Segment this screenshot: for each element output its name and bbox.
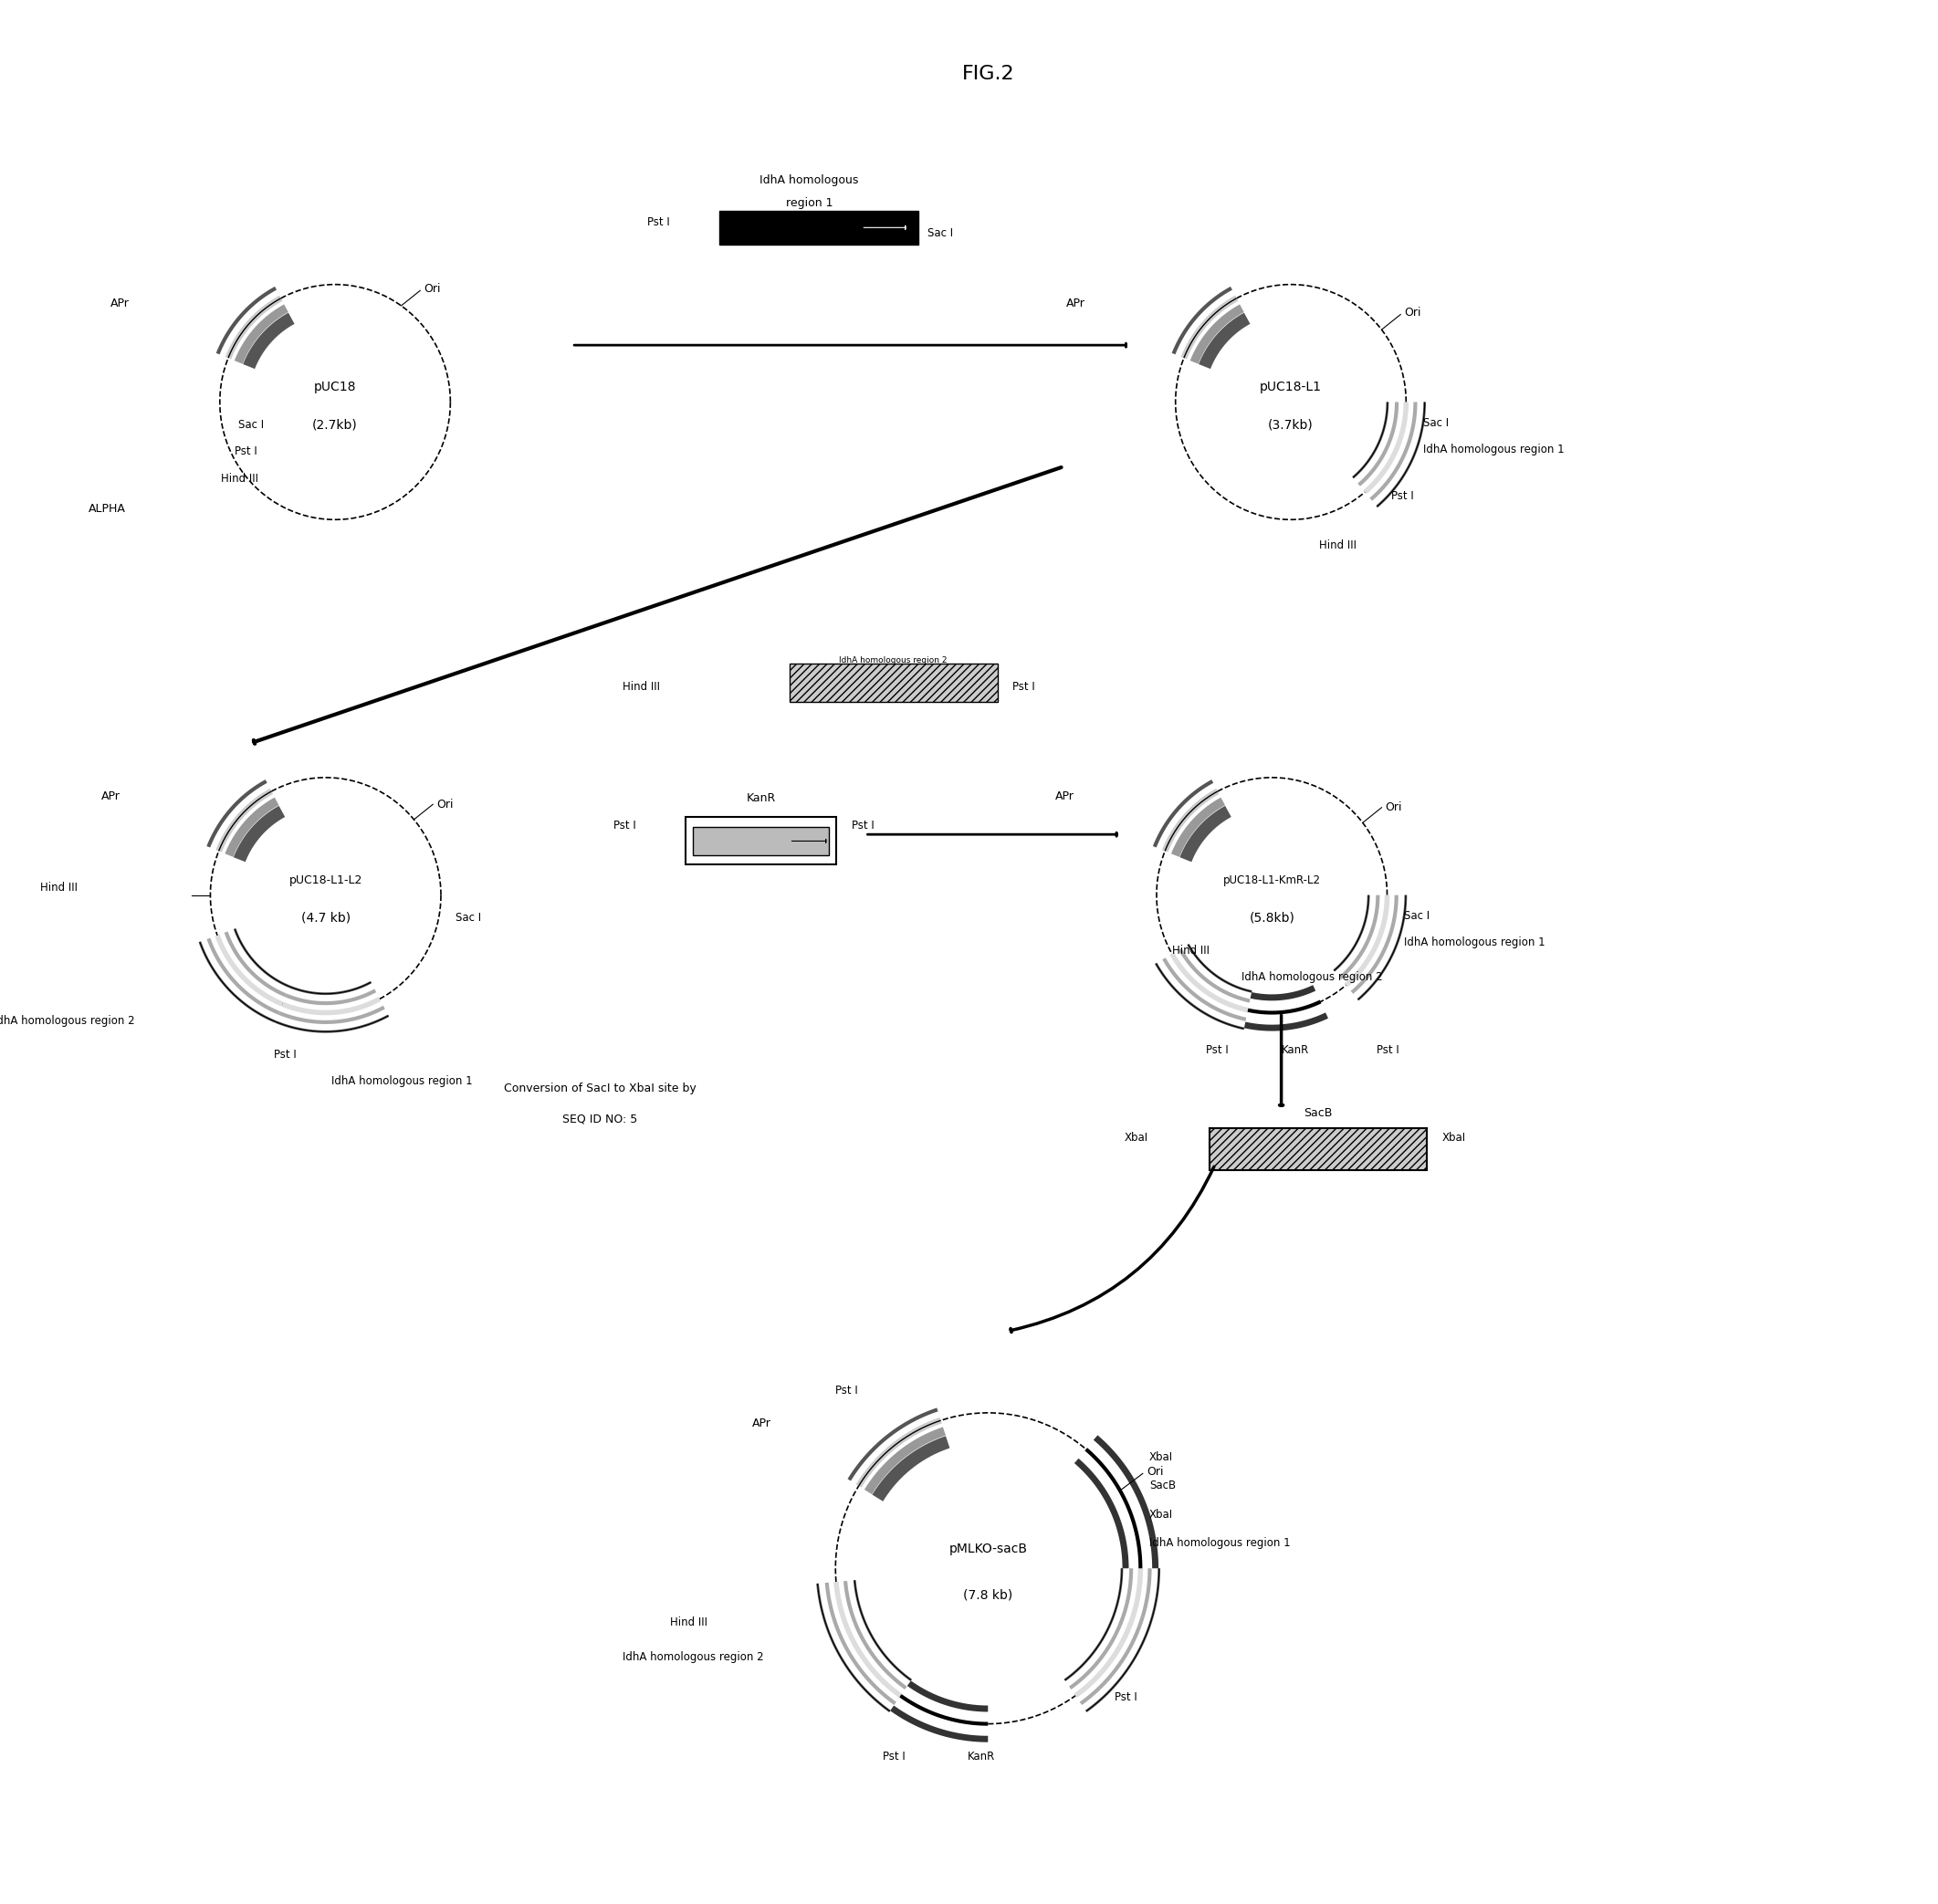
Bar [719,211,919,244]
Text: XbaI: XbaI [1149,1508,1172,1519]
Text: pUC18-L1-L2: pUC18-L1-L2 [289,874,362,885]
Text: Pst I: Pst I [234,446,258,457]
Text: Hind III: Hind III [221,472,258,484]
Bar [789,664,998,703]
Text: IdhA homologous: IdhA homologous [760,175,859,187]
Text: XbaI: XbaI [1124,1131,1147,1144]
Bar [1209,1129,1426,1171]
Text: Pst I: Pst I [1114,1691,1138,1704]
Text: (3.7kb): (3.7kb) [1267,419,1314,430]
Text: SacB: SacB [1304,1108,1333,1120]
Text: (5.8kb): (5.8kb) [1250,912,1295,923]
Text: Pst I: Pst I [647,215,671,228]
Text: APr: APr [1054,790,1074,803]
Text: KanR: KanR [746,792,775,803]
Text: APr: APr [752,1417,771,1430]
Text: Pst I: Pst I [851,821,874,832]
Text: Ori: Ori [424,282,440,295]
Text: Ori: Ori [1386,802,1403,813]
Text: IdhA homologous region 2: IdhA homologous region 2 [839,655,948,664]
Text: Pst I: Pst I [275,1049,297,1061]
Text: Ori: Ori [1405,307,1421,318]
Text: APr: APr [101,790,120,803]
Text: Pst I: Pst I [882,1750,905,1763]
Text: Hind III: Hind III [1320,539,1357,550]
Text: APr: APr [110,297,130,310]
Text: Hind III: Hind III [671,1616,707,1628]
Text: Hind III: Hind III [41,882,78,893]
Text: (4.7 kb): (4.7 kb) [300,912,351,923]
Text: ALPHA: ALPHA [89,503,126,514]
Text: Sac I: Sac I [1422,417,1450,428]
Text: XbaI: XbaI [1442,1131,1465,1144]
Text: Hind III: Hind III [1172,944,1209,956]
Text: APr: APr [1066,297,1085,310]
Text: KanR: KanR [1281,1043,1310,1057]
Text: region 1: region 1 [785,196,833,209]
Text: SEQ ID NO: 5: SEQ ID NO: 5 [562,1114,638,1125]
Text: pUC18: pUC18 [314,381,357,394]
Text: Pst I: Pst I [1391,489,1415,503]
Text: IdhA homologous region 1: IdhA homologous region 1 [1149,1537,1291,1548]
Text: IdhA homologous region 1: IdhA homologous region 1 [1405,937,1545,948]
Bar [686,817,837,864]
Text: Conversion of SacI to XbaI site by: Conversion of SacI to XbaI site by [504,1083,696,1095]
Text: FIG.2: FIG.2 [961,65,1014,82]
Text: IdhA homologous region 1: IdhA homologous region 1 [1422,444,1564,455]
Text: pMLKO-sacB: pMLKO-sacB [950,1542,1027,1556]
Text: Pst I: Pst I [1205,1043,1229,1057]
Text: IdhA homologous region 2: IdhA homologous region 2 [622,1651,764,1662]
Text: (7.8 kb): (7.8 kb) [963,1588,1014,1601]
Text: IdhA homologous region 2: IdhA homologous region 2 [0,1015,136,1026]
Text: Sac I: Sac I [928,227,953,240]
Text: pUC18-L1-KmR-L2: pUC18-L1-KmR-L2 [1223,874,1320,885]
Bar [692,826,829,855]
Text: XbaI: XbaI [1149,1451,1172,1464]
Text: pUC18-L1: pUC18-L1 [1260,381,1322,394]
Text: Pst I: Pst I [1012,680,1035,693]
Text: KanR: KanR [967,1750,994,1763]
Text: IdhA homologous region 1: IdhA homologous region 1 [331,1076,473,1087]
Text: Hind III: Hind III [622,680,661,693]
Text: IdhA homologous region 2: IdhA homologous region 2 [1242,971,1384,982]
Text: Sac I: Sac I [238,419,264,430]
Text: Sac I: Sac I [455,912,481,923]
Text: Sac I: Sac I [1405,910,1430,922]
Text: Ori: Ori [436,798,453,811]
Text: (2.7kb): (2.7kb) [312,419,359,430]
Text: Pst I: Pst I [835,1384,859,1396]
Text: Ori: Ori [1147,1466,1163,1478]
Text: SacB: SacB [1149,1479,1176,1491]
Text: Pst I: Pst I [612,821,636,832]
Text: Pst I: Pst I [1376,1043,1399,1057]
